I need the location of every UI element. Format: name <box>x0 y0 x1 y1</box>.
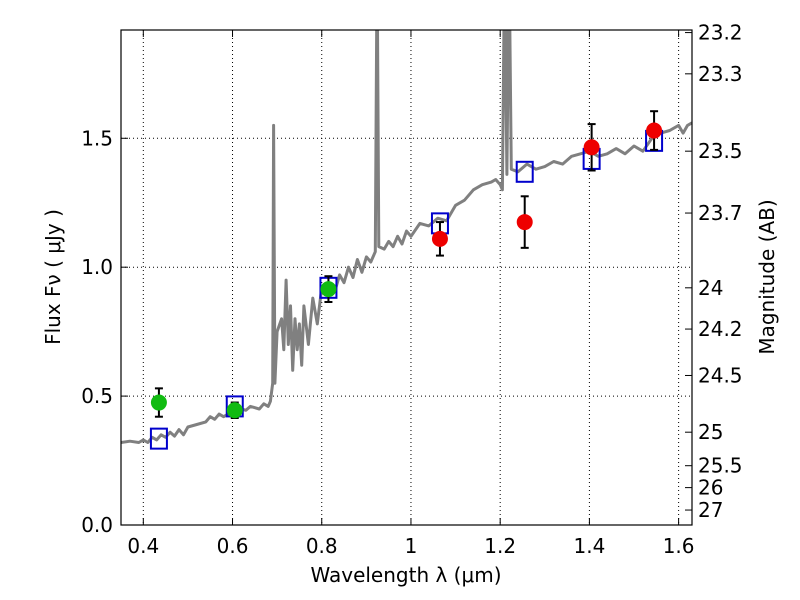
mag-tick-label: 24.5 <box>698 363 743 387</box>
mag-tick-label: 23.2 <box>698 21 743 45</box>
x-tick-labels: 0.4 0.6 0.8 1 1.2 1.4 1.6 <box>127 534 694 558</box>
mag-tick-label: 26 <box>698 476 723 500</box>
mag-tick-label: 23.5 <box>698 139 743 163</box>
errorbar-layer <box>154 110 659 420</box>
space-photometry-point <box>516 214 533 231</box>
x-axis-title: Wavelength λ (μm) <box>310 563 501 587</box>
observed-points-layer <box>150 122 663 419</box>
model-photometry-square <box>149 427 168 450</box>
y2-axis-title: Magnitude (AB) <box>755 199 779 354</box>
x-tick-label: 1 <box>405 534 418 558</box>
x-tick-label: 0.4 <box>127 534 159 558</box>
y-tick-label: 1.0 <box>81 255 113 279</box>
ticks <box>121 30 692 526</box>
y-tick-label: 0.5 <box>81 384 113 408</box>
plot-frame <box>120 29 693 526</box>
mag-tick-label: 27 <box>698 498 723 522</box>
grid-lines <box>121 30 692 525</box>
x-tick-label: 1.2 <box>484 534 516 558</box>
mag-tick-label: 23.3 <box>698 62 743 86</box>
model-photometry-square <box>515 160 534 183</box>
y-axis-title: Flux Fν ( μJy ) <box>41 209 65 345</box>
ground-photometry-point <box>226 402 243 419</box>
space-photometry-point <box>646 122 663 139</box>
mag-tick-label: 24 <box>698 276 723 300</box>
x-tick-label: 1.4 <box>573 534 605 558</box>
mag-tick-label: 25.5 <box>698 454 743 478</box>
y-tick-label: 1.5 <box>81 126 113 150</box>
sed-template-line <box>121 30 692 444</box>
mag-tick-label: 25 <box>698 420 723 444</box>
mag-tick-label: 24.2 <box>698 317 743 341</box>
sed-line-layer <box>121 30 692 444</box>
y-tick-label: 0.0 <box>81 513 113 537</box>
y-tick-labels: 0.0 0.5 1.0 1.5 <box>81 126 113 537</box>
x-tick-label: 0.8 <box>306 534 338 558</box>
x-tick-label: 1.6 <box>663 534 695 558</box>
x-tick-label: 0.6 <box>217 534 249 558</box>
mag-tick-label: 23.7 <box>698 201 743 225</box>
ground-photometry-point <box>320 281 337 298</box>
ground-photometry-point <box>150 394 167 411</box>
space-photometry-point <box>583 139 600 156</box>
space-photometry-point <box>431 230 448 247</box>
